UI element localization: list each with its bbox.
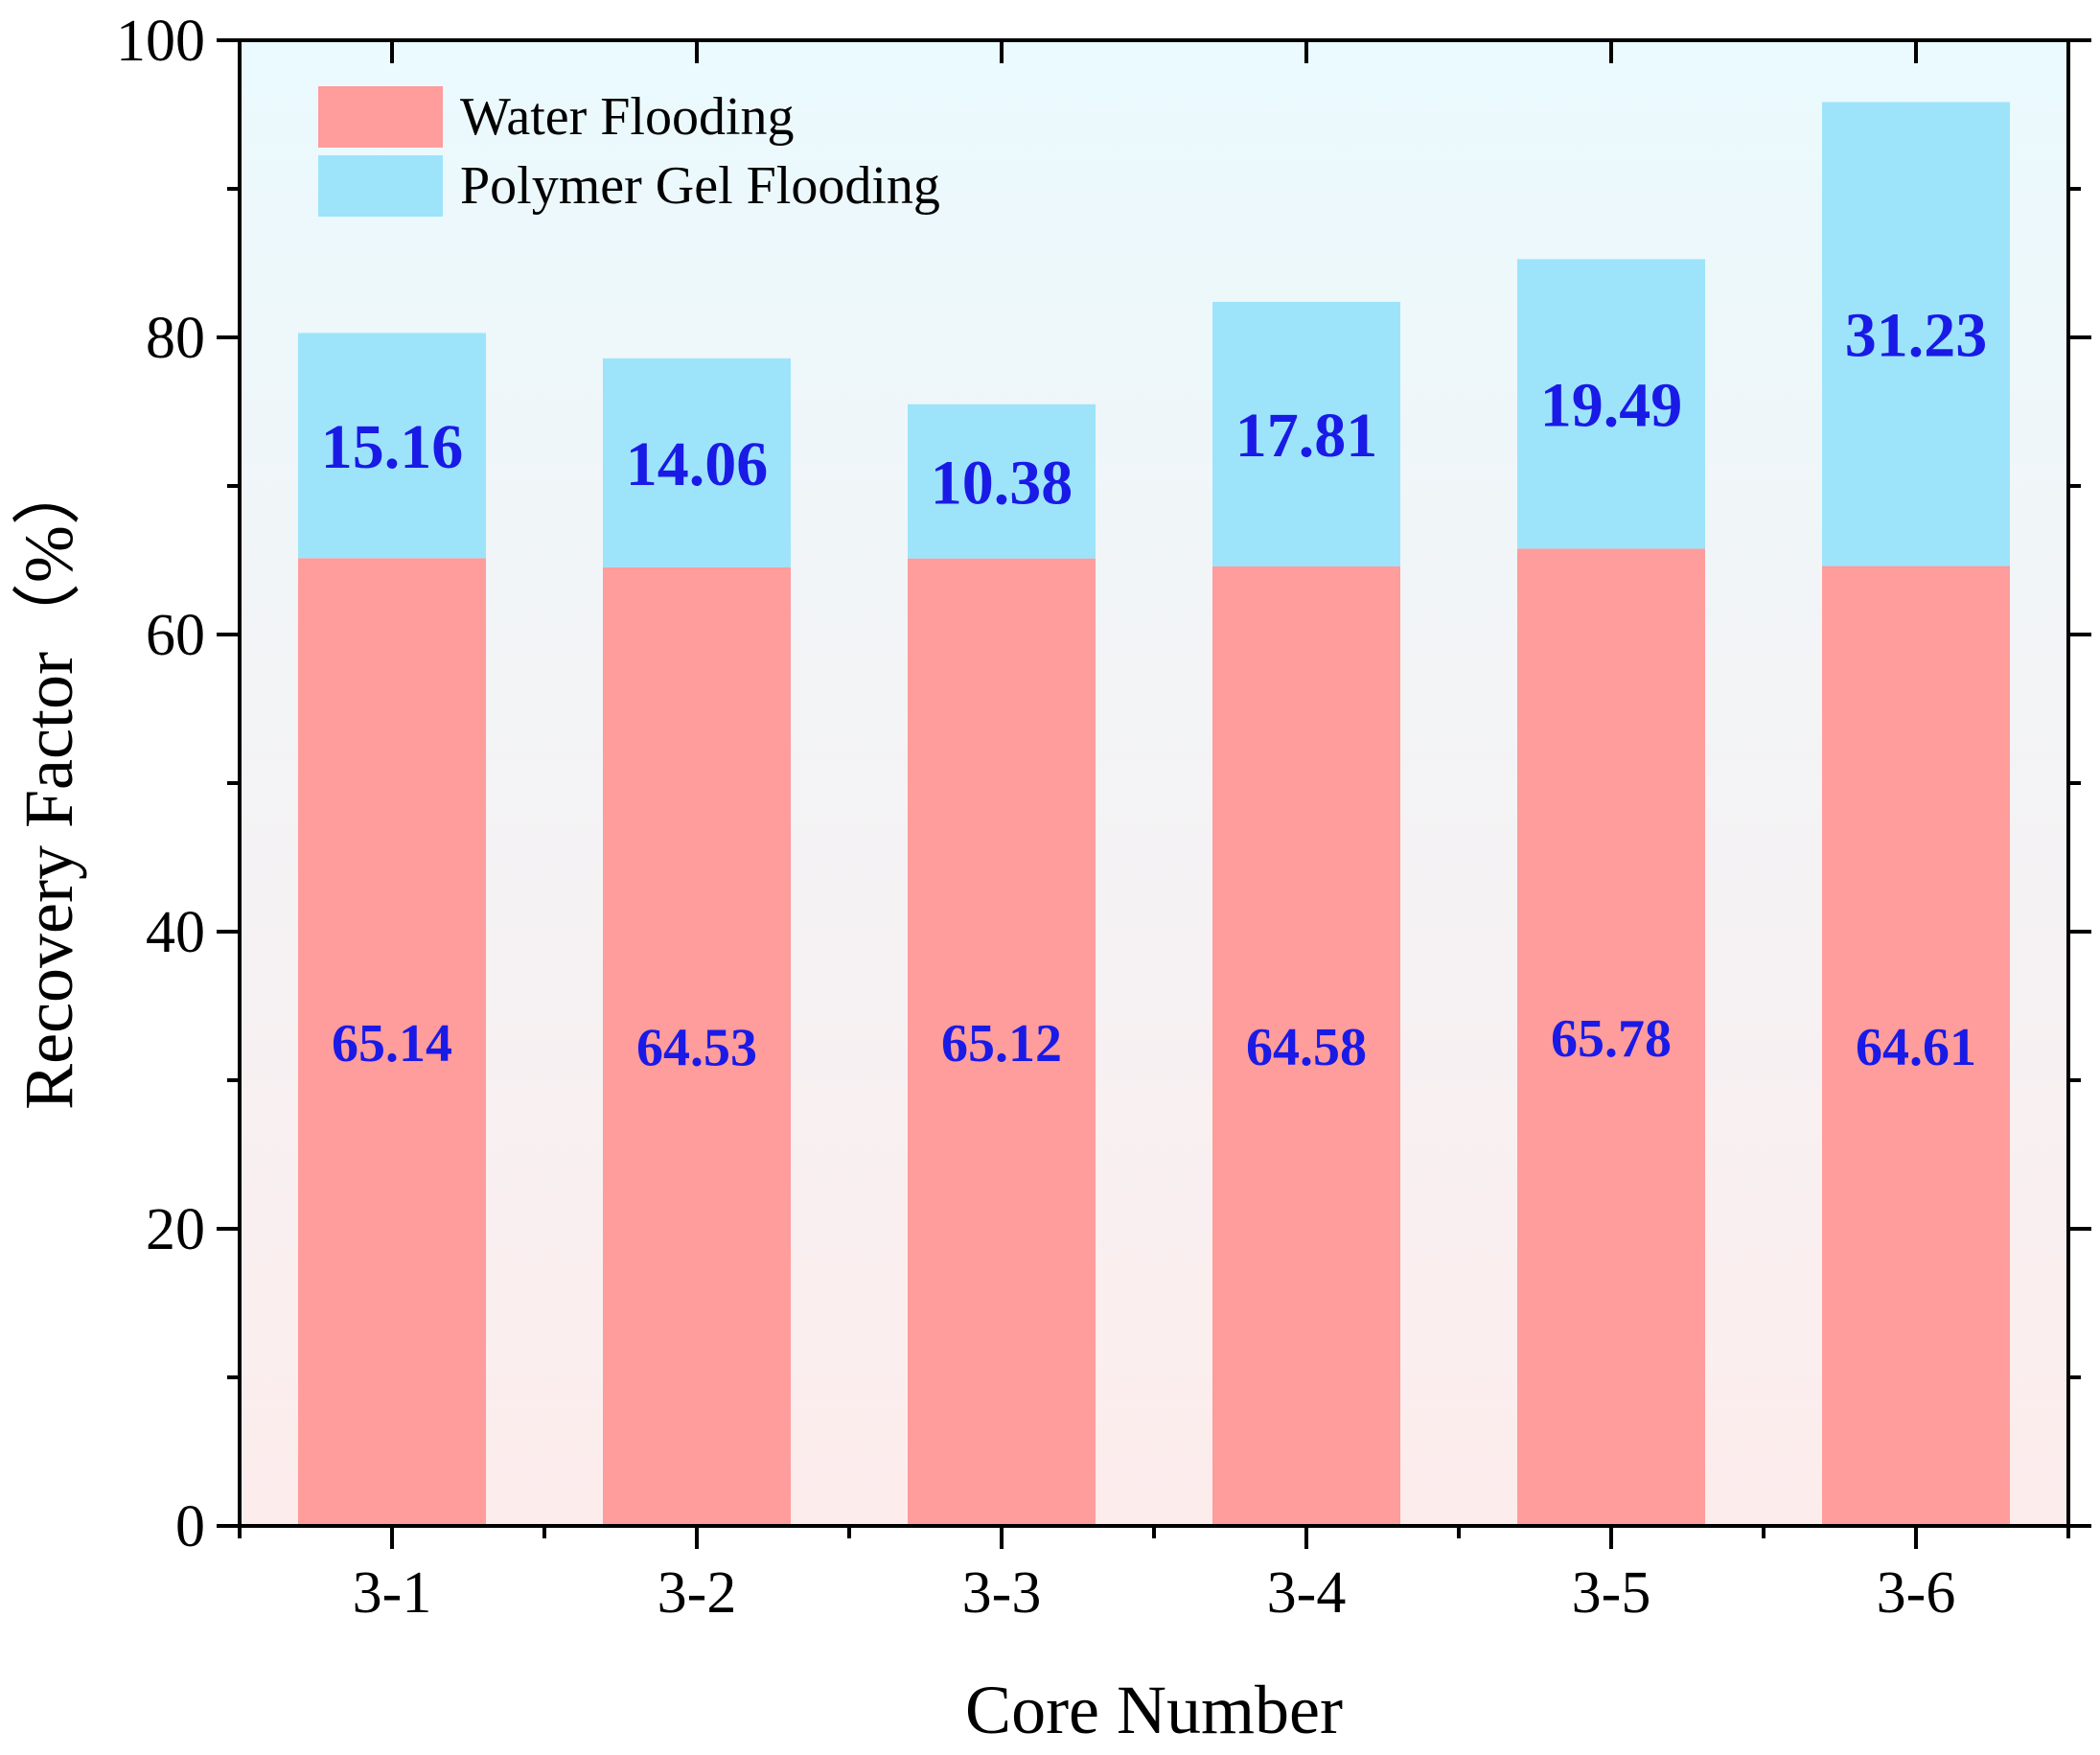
bar-water-flooding-3-1 <box>298 558 486 1526</box>
y-tick-label: 0 <box>175 1494 205 1559</box>
bar-polymer-gel-flooding-3-6 <box>1822 102 2010 566</box>
x-tick-label-3-4: 3-4 <box>1267 1560 1347 1626</box>
x-axis-title: Core Number <box>965 1672 1343 1748</box>
bar-water-flooding-3-4 <box>1212 566 1400 1526</box>
legend: Water Flooding Polymer Gel Flooding <box>318 86 940 217</box>
y-tick-label: 80 <box>146 306 205 371</box>
legend-label-polymer-gel-flooding: Polymer Gel Flooding <box>460 156 940 216</box>
legend-swatch-water-flooding <box>318 86 443 148</box>
bar-water-flooding-3-3 <box>908 558 1096 1526</box>
data-label-polymer-gel-flooding-3-1: 15.16 <box>321 412 464 482</box>
bars-group <box>298 102 2010 1526</box>
data-label-polymer-gel-flooding-3-4: 17.81 <box>1235 401 1378 471</box>
bar-polymer-gel-flooding-3-1 <box>298 333 486 559</box>
x-tick-label-3-2: 3-2 <box>658 1560 737 1626</box>
legend-swatch-polymer-gel-flooding <box>318 155 443 217</box>
data-label-polymer-gel-flooding-3-6: 31.23 <box>1845 301 1988 371</box>
bar-polymer-gel-flooding-3-5 <box>1517 259 1705 549</box>
x-tick-label-3-6: 3-6 <box>1877 1560 1956 1626</box>
bar-water-flooding-3-5 <box>1517 548 1705 1526</box>
data-label-water-flooding-3-3: 65.12 <box>941 1014 1062 1074</box>
data-label-water-flooding-3-6: 64.61 <box>1856 1018 1976 1077</box>
data-label-water-flooding-3-5: 65.78 <box>1551 1009 1672 1069</box>
x-tick-label-3-1: 3-1 <box>353 1560 432 1626</box>
plot-background <box>240 40 2068 1526</box>
x-tick-label-3-5: 3-5 <box>1572 1560 1651 1626</box>
data-label-water-flooding-3-1: 65.14 <box>332 1014 452 1074</box>
bar-polymer-gel-flooding-3-3 <box>908 404 1096 559</box>
x-tick-label-3-3: 3-3 <box>962 1560 1042 1626</box>
data-label-polymer-gel-flooding-3-2: 14.06 <box>626 429 769 499</box>
data-label-polymer-gel-flooding-3-5: 19.49 <box>1540 370 1683 440</box>
bar-polymer-gel-flooding-3-2 <box>603 358 791 567</box>
y-tick-label: 60 <box>146 603 205 668</box>
y-axis-title: Recovery Factor（%） <box>11 456 87 1110</box>
y-tick-label: 20 <box>146 1197 205 1262</box>
bar-water-flooding-3-2 <box>603 566 791 1526</box>
y-tick-label: 100 <box>116 9 205 74</box>
bar-polymer-gel-flooding-3-4 <box>1212 301 1400 567</box>
data-label-water-flooding-3-4: 64.58 <box>1246 1018 1367 1077</box>
data-labels-group: 65.14 15.16 64.53 14.06 65.12 10.38 64.58 17.81… <box>321 301 1988 1078</box>
legend-label-water-flooding: Water Flooding <box>460 87 795 147</box>
data-label-water-flooding-3-2: 64.53 <box>636 1018 757 1077</box>
y-tick-label: 40 <box>146 900 205 965</box>
data-label-polymer-gel-flooding-3-3: 10.38 <box>931 448 1073 518</box>
bar-water-flooding-3-6 <box>1822 566 2010 1526</box>
axes-group: 0 20 40 60 80 100 3-1 3-2 3-3 3-4 3-5 3-6 <box>116 9 2091 1626</box>
